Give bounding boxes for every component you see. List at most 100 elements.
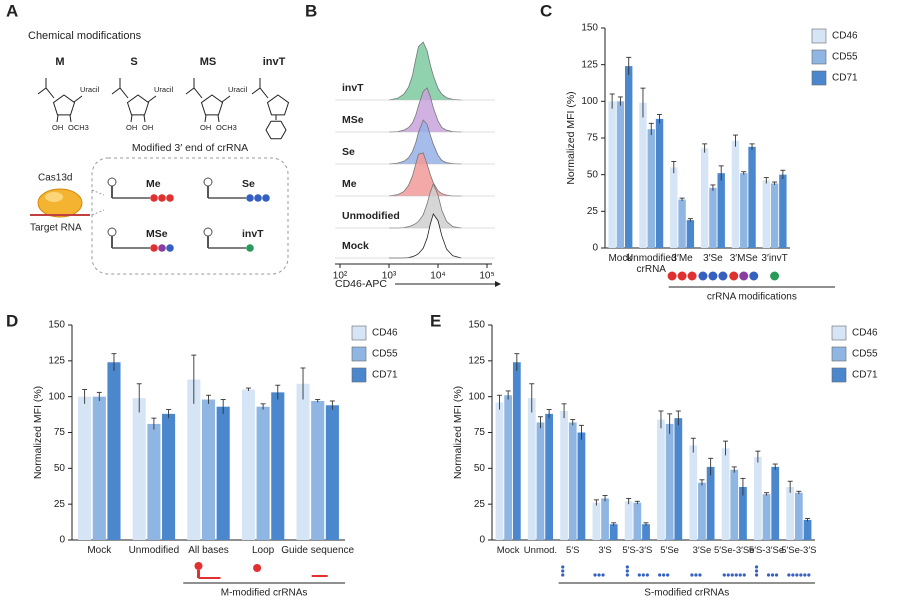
legend-swatch <box>831 367 847 383</box>
legend-label: CD55 <box>372 349 398 360</box>
icon-dot <box>807 573 811 577</box>
category-label-box: 5′S-3′S <box>622 545 652 556</box>
bar <box>162 413 176 540</box>
bar <box>132 398 146 540</box>
category-label-box: Unmodified <box>128 545 180 556</box>
icon-dot <box>799 573 803 577</box>
sugar-ring <box>52 94 76 116</box>
icon-dot <box>766 573 771 577</box>
sugar-ring <box>200 94 224 116</box>
variant-label: Se <box>242 178 255 190</box>
mod-dot <box>246 244 254 252</box>
bar <box>803 519 812 540</box>
icon-dot <box>601 573 605 577</box>
bar <box>771 466 780 540</box>
bar <box>216 406 230 540</box>
legend-label: CD71 <box>372 370 398 381</box>
x-tick-label: 10⁴ <box>430 271 445 282</box>
icon-dot <box>754 569 759 573</box>
histogram-outline <box>388 41 462 101</box>
legend-swatch <box>351 367 367 383</box>
y-tick-label: 150 <box>468 320 485 331</box>
icon-dot <box>718 271 728 281</box>
histogram-area <box>389 42 462 100</box>
legend-label: CD46 <box>852 328 878 339</box>
icon-dot <box>738 573 742 577</box>
bar <box>721 448 730 540</box>
group-bond <box>204 114 207 123</box>
bar <box>201 399 216 540</box>
group-label: OCH3 <box>216 123 237 132</box>
bar <box>495 402 504 540</box>
histogram-outline <box>388 152 462 197</box>
mod-dot <box>150 244 158 252</box>
category-label-box: Mock <box>497 545 520 556</box>
series-label: invT <box>342 82 364 94</box>
y-tick-label: 75 <box>587 133 599 144</box>
bar <box>779 174 787 248</box>
histogram-area <box>389 184 462 228</box>
category-label-box: Guide sequence <box>281 545 355 556</box>
bar <box>633 502 642 540</box>
icon-dot <box>662 573 666 577</box>
icon-dot <box>593 573 597 577</box>
bar <box>536 422 545 540</box>
bar <box>241 389 255 540</box>
x-tick-label: Unmodified crRNA <box>625 253 677 275</box>
x-tick-label: Unmodified <box>128 545 180 556</box>
y-axis-label: Normalized MFI (%) <box>565 91 577 184</box>
x-tick-label: Mock <box>87 545 112 556</box>
category-label-box: 3′Me <box>671 253 692 264</box>
category-label-box: 5′S-3′Se <box>748 545 785 556</box>
bar <box>657 419 665 540</box>
bar <box>609 524 618 540</box>
connector <box>91 189 105 196</box>
icon-dot <box>729 271 739 281</box>
icon-dot <box>742 573 746 577</box>
bar <box>592 502 601 540</box>
x-tick-label: 5′S-3′Se <box>748 545 785 556</box>
bar <box>545 413 554 540</box>
diagram-title: Modified 3′ end of crRNA <box>132 142 248 154</box>
bar <box>731 140 740 248</box>
bar <box>770 183 779 248</box>
bar <box>187 379 201 540</box>
bar <box>256 406 270 540</box>
base-bond <box>221 95 231 103</box>
category-label-box: Mock <box>608 253 632 264</box>
icon-dot <box>708 271 718 281</box>
icon-dot <box>561 565 565 569</box>
legend-label: CD55 <box>852 349 878 360</box>
y-tick-label: 75 <box>474 427 486 438</box>
mod-dot <box>246 194 254 202</box>
y-tick-label: 100 <box>468 391 485 402</box>
icon-dot <box>730 573 734 577</box>
group-label: OH <box>52 123 63 132</box>
icon-dot <box>698 271 708 281</box>
modification-name: MS <box>200 56 217 68</box>
x-tick-label: Guide sequence <box>281 545 355 556</box>
category-label-box: 3′Se <box>693 545 712 556</box>
icon-dot <box>687 271 697 281</box>
y-axis-label: Normalized MFI (%) <box>32 386 44 479</box>
bar <box>655 118 664 248</box>
dashed-box <box>91 157 289 275</box>
y-tick-label: 0 <box>479 535 485 546</box>
icon-dot <box>641 573 645 577</box>
bar <box>740 173 748 248</box>
icon-dot <box>754 565 759 569</box>
category-label-box: Mock <box>87 545 112 556</box>
icon-dot <box>722 573 726 577</box>
x-tick-label: Unmod. <box>523 545 558 556</box>
icon-dot <box>803 573 807 577</box>
group-label: OH <box>142 123 153 132</box>
modification-name: S <box>130 56 137 68</box>
icon-dot <box>677 271 687 281</box>
x-tick-label: 3′invT <box>761 253 788 264</box>
x-tick-label: 5′Se-3′Se <box>713 545 755 556</box>
legend-swatch <box>811 49 827 65</box>
base-label: Uracil <box>154 85 174 94</box>
mod-dot <box>158 244 166 252</box>
bar <box>639 102 647 248</box>
bar <box>504 395 513 540</box>
